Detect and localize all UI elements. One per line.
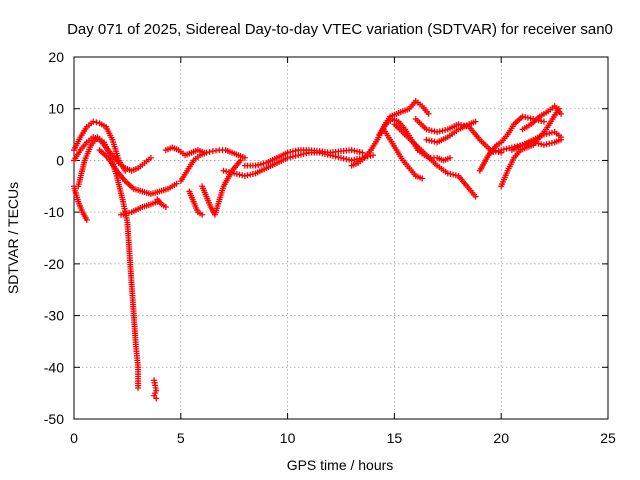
y-axis-label: SDTVAR / TECUs <box>5 182 21 294</box>
data-point-arc-12 <box>237 157 244 164</box>
data-point-arc-15 <box>425 110 432 117</box>
plot-frame <box>73 56 609 420</box>
data-point-arc-17 <box>419 175 426 182</box>
x-tick-label: 25 <box>600 430 616 446</box>
x-tick-label: 15 <box>387 430 403 446</box>
axis-ticks: 0 5 10 15 20 25 20 10 0 -10 -20 -30 -40 -50 <box>44 49 616 446</box>
y-tick-label: -40 <box>44 359 64 375</box>
grid <box>73 56 609 420</box>
data-point-arc-5 <box>153 395 160 402</box>
data-point-arc-10 <box>203 149 210 156</box>
x-axis-label: GPS time / hours <box>287 457 394 473</box>
y-tick-label: -50 <box>44 411 64 427</box>
data-point-arc-21 <box>540 118 547 125</box>
data-point-arc-25 <box>558 110 565 117</box>
data-point-arc-6 <box>173 180 180 187</box>
marker-arc-1 <box>93 119 100 126</box>
data-points <box>71 97 565 402</box>
marker-arc-10 <box>206 148 213 155</box>
data-point-arc-1 <box>90 118 97 125</box>
data-point-arc-8 <box>162 203 169 210</box>
data-point-arc-3 <box>83 216 90 223</box>
y-tick-label: 10 <box>48 101 64 117</box>
y-tick-label: 0 <box>56 152 64 168</box>
data-point-arc-24 <box>558 136 565 143</box>
data-point-arc-14 <box>359 149 366 156</box>
data-point-arc-20 <box>472 118 479 125</box>
x-tick-label: 0 <box>70 430 78 446</box>
y-tick-label: 20 <box>48 49 64 65</box>
y-tick-label: -10 <box>44 204 64 220</box>
chart-title: Day 071 of 2025, Sidereal Day-to-day VTE… <box>67 21 613 38</box>
data-point-arc-16 <box>446 154 453 161</box>
data-point-arc-13 <box>370 152 377 159</box>
x-tick-label: 10 <box>280 430 296 446</box>
y-tick-label: -30 <box>44 308 64 324</box>
data-point-arc-10 <box>241 154 248 161</box>
data-point-arc-4 <box>135 384 142 391</box>
data-point-arc-2 <box>147 154 154 161</box>
x-tick-label: 5 <box>177 430 185 446</box>
y-tick-label: -20 <box>44 256 64 272</box>
x-tick-label: 20 <box>493 430 509 446</box>
data-point-arc-11 <box>199 211 206 218</box>
data-point-arc-18 <box>472 193 479 200</box>
